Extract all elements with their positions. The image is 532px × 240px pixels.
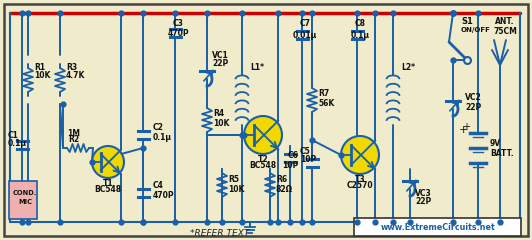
Text: VC2: VC2 xyxy=(465,92,482,102)
Text: 470P: 470P xyxy=(167,30,189,38)
Text: 10K: 10K xyxy=(228,185,244,193)
Circle shape xyxy=(341,136,379,174)
Circle shape xyxy=(244,116,282,154)
Text: 0.01μ: 0.01μ xyxy=(293,30,317,40)
Text: *REFER TEXT: *REFER TEXT xyxy=(190,229,250,239)
Text: 1M: 1M xyxy=(68,128,80,138)
Text: C7: C7 xyxy=(300,18,311,28)
Text: MIC: MIC xyxy=(18,199,32,205)
Text: VC3: VC3 xyxy=(415,188,432,198)
FancyBboxPatch shape xyxy=(354,218,521,236)
Text: C3: C3 xyxy=(172,18,184,28)
Text: C5: C5 xyxy=(300,146,311,156)
Text: 82Ω: 82Ω xyxy=(276,185,293,193)
Text: R3: R3 xyxy=(66,64,77,72)
Text: VC1: VC1 xyxy=(212,50,229,60)
Text: 56K: 56K xyxy=(318,100,334,108)
Text: +: + xyxy=(462,122,470,132)
Text: S1: S1 xyxy=(461,18,473,26)
Text: 9V: 9V xyxy=(490,139,501,149)
Text: +: + xyxy=(16,180,24,190)
Text: R5: R5 xyxy=(228,174,239,184)
FancyBboxPatch shape xyxy=(4,4,528,236)
Text: C6: C6 xyxy=(287,151,298,161)
Text: C4: C4 xyxy=(153,181,164,191)
Text: R7: R7 xyxy=(318,90,329,98)
Text: 4.7K: 4.7K xyxy=(66,72,85,80)
Text: L1*: L1* xyxy=(250,64,264,72)
Text: 22P: 22P xyxy=(415,197,431,205)
Text: C2570: C2570 xyxy=(347,180,373,190)
Text: 22P: 22P xyxy=(212,59,228,67)
Text: BATT.: BATT. xyxy=(490,150,513,158)
Text: 0.1μ: 0.1μ xyxy=(351,30,370,40)
Text: 0.1μ: 0.1μ xyxy=(153,133,172,143)
Text: 10P: 10P xyxy=(282,162,298,170)
Text: ANT.: ANT. xyxy=(495,18,515,26)
Text: 10P: 10P xyxy=(300,156,316,164)
Text: 0.1μ: 0.1μ xyxy=(8,139,27,149)
Text: BC548: BC548 xyxy=(250,161,277,169)
Text: C1: C1 xyxy=(8,132,19,140)
Text: L2*: L2* xyxy=(401,64,415,72)
FancyBboxPatch shape xyxy=(9,181,37,219)
Text: R2: R2 xyxy=(69,136,80,144)
Text: www.ExtremeCircuits.net: www.ExtremeCircuits.net xyxy=(380,222,495,232)
Text: C8: C8 xyxy=(354,18,365,28)
Text: +: + xyxy=(459,125,468,135)
Text: C2: C2 xyxy=(153,124,164,132)
Text: 22P: 22P xyxy=(465,102,481,112)
Text: T1: T1 xyxy=(103,179,113,187)
Text: ON/OFF: ON/OFF xyxy=(461,27,491,33)
Text: COND.: COND. xyxy=(13,190,37,196)
Text: BC548: BC548 xyxy=(95,185,122,193)
Text: R1: R1 xyxy=(34,64,45,72)
Text: 10K: 10K xyxy=(34,72,51,80)
Text: 470P: 470P xyxy=(153,192,174,200)
Text: 10K: 10K xyxy=(213,120,229,128)
Text: T3: T3 xyxy=(355,174,365,184)
Text: 75CM: 75CM xyxy=(493,26,517,36)
Text: R6: R6 xyxy=(276,174,287,184)
Text: T2: T2 xyxy=(257,155,268,163)
Circle shape xyxy=(92,146,124,178)
Text: R4: R4 xyxy=(213,109,224,119)
